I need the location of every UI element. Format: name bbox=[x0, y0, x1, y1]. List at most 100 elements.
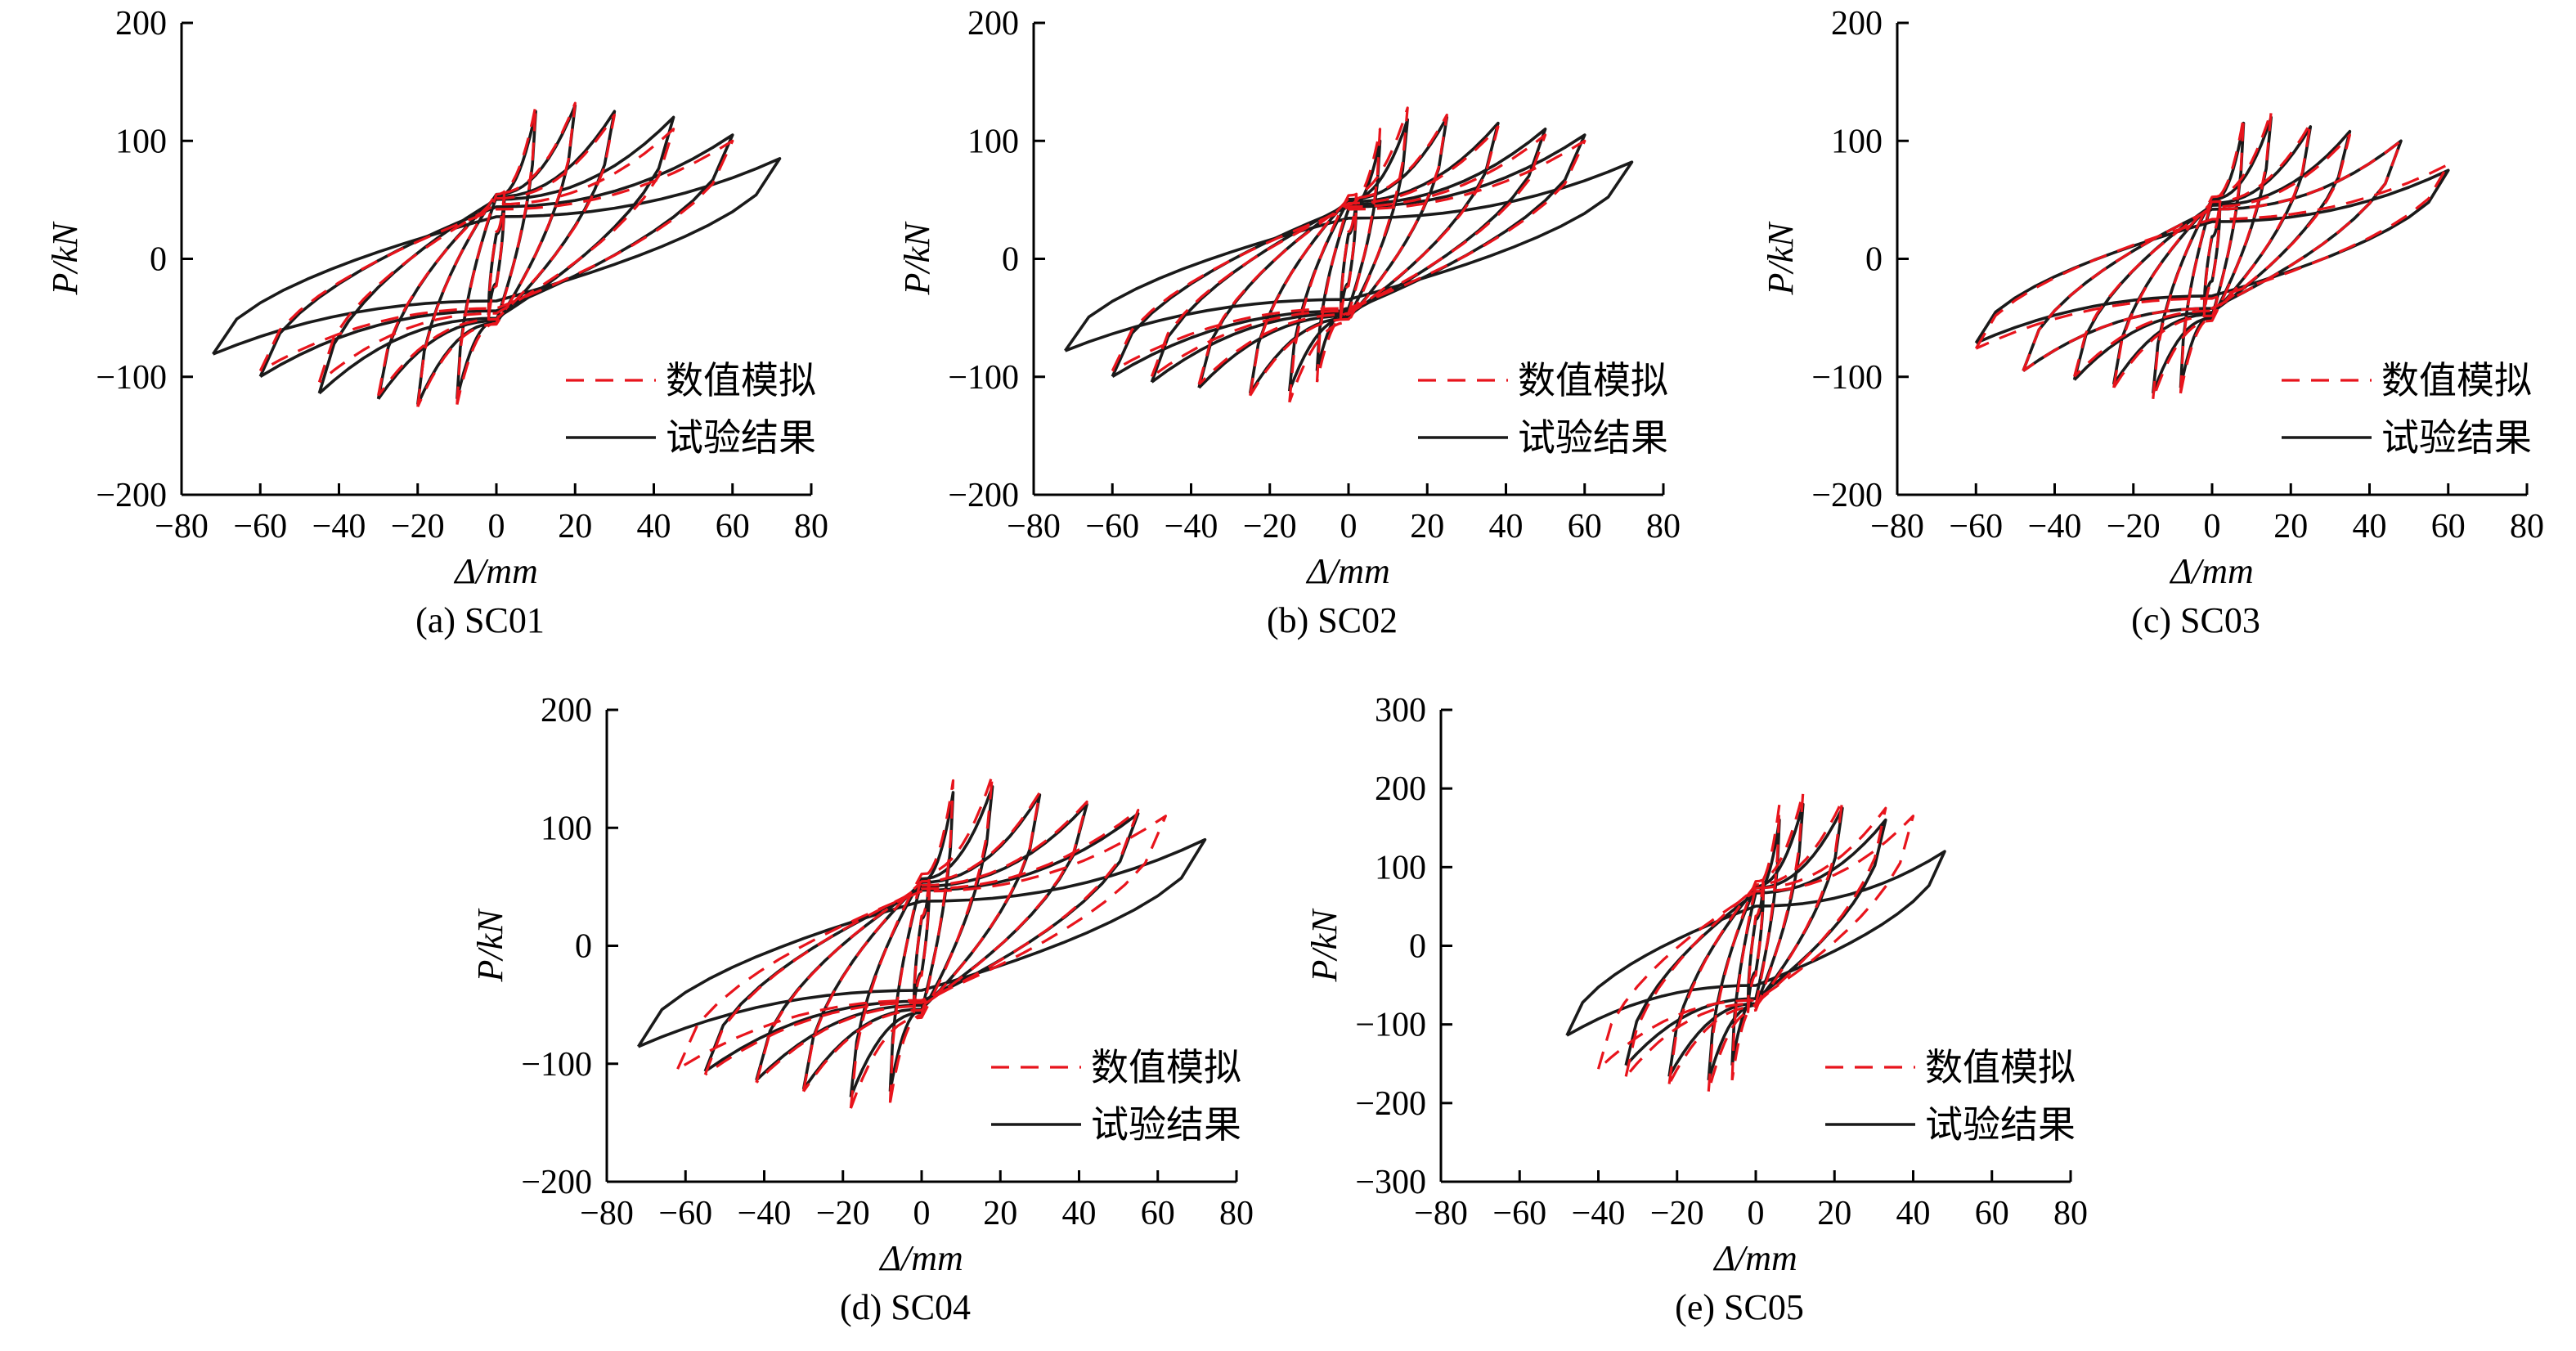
legend-label-numerical: 数值模拟 bbox=[2381, 360, 2532, 402]
legend-label-numerical: 数值模拟 bbox=[1091, 1047, 1241, 1088]
y-tick-label: 100 bbox=[1831, 123, 1883, 160]
x-tick-label: −40 bbox=[2028, 508, 2082, 545]
hysteresis-loop bbox=[1730, 802, 1781, 1081]
y-tick-label: −200 bbox=[948, 477, 1019, 514]
x-tick-label: 60 bbox=[2431, 508, 2466, 545]
y-tick-label: −200 bbox=[96, 477, 167, 514]
x-tick-label: 60 bbox=[1568, 508, 1602, 545]
hysteresis-loop bbox=[1150, 133, 1547, 378]
y-tick-label: −100 bbox=[1355, 1007, 1426, 1044]
y-tick-label: 200 bbox=[541, 692, 592, 729]
hysteresis-loop bbox=[676, 815, 1167, 1070]
hysteresis-loop bbox=[212, 157, 782, 356]
y-tick-label: 0 bbox=[1865, 241, 1883, 279]
x-tick-label: 0 bbox=[913, 1195, 931, 1232]
x-tick-label: 80 bbox=[2510, 508, 2544, 545]
hysteresis-loop bbox=[1339, 192, 1358, 321]
y-tick-label: −100 bbox=[96, 359, 167, 397]
y-axis-title: P/kN bbox=[897, 221, 937, 296]
x-tick-label: 0 bbox=[488, 508, 505, 545]
y-tick-label: 0 bbox=[575, 928, 592, 966]
series-numerical bbox=[1596, 791, 1915, 1093]
x-tick-label: 60 bbox=[1141, 1195, 1175, 1232]
x-tick-label: 20 bbox=[1817, 1195, 1851, 1232]
hysteresis-loop bbox=[1064, 160, 1634, 352]
hysteresis-loop bbox=[1111, 133, 1586, 378]
x-tick-label: 80 bbox=[1646, 508, 1681, 545]
series-numerical bbox=[1974, 110, 2450, 400]
x-tick-label: −80 bbox=[1007, 508, 1061, 545]
x-axis-title: Δ/mm bbox=[878, 1238, 963, 1278]
hysteresis-loop bbox=[888, 779, 955, 1103]
hysteresis-loop bbox=[2202, 198, 2222, 316]
hysteresis-loop bbox=[2152, 110, 2273, 400]
series-numerical bbox=[258, 101, 734, 408]
hysteresis-loop bbox=[1249, 113, 1448, 397]
y-tick-label: 100 bbox=[967, 123, 1019, 160]
y-tick-label: −100 bbox=[948, 359, 1019, 397]
chart-panel-b: −80 −60 −40 −20 0 20 40 60 802001000−100−200Δ/mm… bbox=[897, 5, 1681, 640]
hysteresis-loop bbox=[258, 139, 734, 372]
panel-caption: (a) SC01 bbox=[415, 600, 545, 640]
x-axis-title: Δ/mm bbox=[453, 551, 538, 591]
x-tick-label: 80 bbox=[794, 508, 828, 545]
y-tick-label: 100 bbox=[541, 810, 592, 847]
x-tick-label: −20 bbox=[391, 508, 445, 545]
hysteresis-loop bbox=[1624, 818, 1887, 1066]
hysteresis-loop bbox=[1111, 139, 1586, 372]
chart-panel-d: −80 −60 −40 −20 0 20 40 60 802001000−100−200Δ/mm… bbox=[470, 692, 1254, 1327]
hysteresis-loop bbox=[1315, 139, 1382, 371]
hysteresis-loop bbox=[2112, 122, 2312, 388]
series-test bbox=[1064, 115, 1634, 394]
x-tick-label: −60 bbox=[658, 1195, 712, 1232]
x-tick-label: −40 bbox=[738, 1195, 792, 1232]
x-tick-label: −80 bbox=[1414, 1195, 1468, 1232]
y-tick-label: −100 bbox=[1811, 359, 1883, 397]
hysteresis-loop bbox=[1197, 121, 1500, 389]
hysteresis-loop bbox=[1730, 818, 1781, 1066]
legend-label-test: 试验结果 bbox=[1925, 1104, 2076, 1146]
x-tick-label: 40 bbox=[1062, 1195, 1097, 1232]
y-tick-label: 200 bbox=[967, 5, 1019, 43]
hysteresis-loop bbox=[1707, 802, 1805, 1081]
series-test bbox=[1565, 802, 1946, 1081]
legend-label-test: 试验结果 bbox=[2381, 417, 2532, 459]
legend-label-numerical: 数值模拟 bbox=[1518, 360, 1668, 402]
y-axis-title: P/kN bbox=[1761, 221, 1801, 296]
x-tick-label: −60 bbox=[1492, 1195, 1546, 1232]
y-tick-label: −200 bbox=[521, 1164, 592, 1201]
x-tick-label: 0 bbox=[2204, 508, 2221, 545]
hysteresis-loop bbox=[1624, 806, 1887, 1078]
x-tick-label: −40 bbox=[1572, 1195, 1626, 1232]
series-test bbox=[1974, 115, 2450, 394]
x-tick-label: −20 bbox=[2107, 508, 2161, 545]
y-axis-title: P/kN bbox=[1304, 908, 1344, 983]
hysteresis-loop bbox=[849, 785, 994, 1098]
x-axis-title: Δ/mm bbox=[2169, 551, 2254, 591]
x-tick-label: 60 bbox=[716, 508, 750, 545]
chart-panel-c: −80 −60 −40 −20 0 20 40 60 802001000−100−200Δ/mm… bbox=[1761, 5, 2544, 640]
y-tick-label: −100 bbox=[521, 1046, 592, 1084]
panel-caption: (b) SC02 bbox=[1267, 600, 1398, 640]
x-tick-label: −60 bbox=[233, 508, 287, 545]
hysteresis-loop bbox=[703, 809, 1140, 1076]
panel-caption: (e) SC05 bbox=[1675, 1287, 1804, 1327]
hysteresis-loop bbox=[636, 837, 1207, 1048]
chart-panel-e: −80 −60 −40 −20 0 20 40 60 803002001000−100−200−… bbox=[1304, 692, 2088, 1327]
y-tick-label: 300 bbox=[1375, 692, 1426, 729]
x-axis-title: Δ/mm bbox=[1712, 1238, 1797, 1278]
legend-label-test: 试验结果 bbox=[1091, 1104, 1241, 1146]
hysteresis-loop bbox=[1288, 118, 1409, 392]
x-tick-label: 20 bbox=[2273, 508, 2308, 545]
x-tick-label: 40 bbox=[637, 508, 671, 545]
panel-caption: (d) SC04 bbox=[840, 1287, 971, 1327]
chart-panel-a: −80 −60 −40 −20 0 20 40 60 802001000−100−200Δ/mm… bbox=[45, 5, 828, 640]
hysteresis-loop bbox=[802, 791, 1041, 1093]
x-tick-label: 0 bbox=[1340, 508, 1358, 545]
x-tick-label: −80 bbox=[155, 508, 209, 545]
hysteresis-loop bbox=[1667, 799, 1844, 1085]
y-tick-label: 200 bbox=[1831, 5, 1883, 43]
x-tick-label: −20 bbox=[1243, 508, 1297, 545]
